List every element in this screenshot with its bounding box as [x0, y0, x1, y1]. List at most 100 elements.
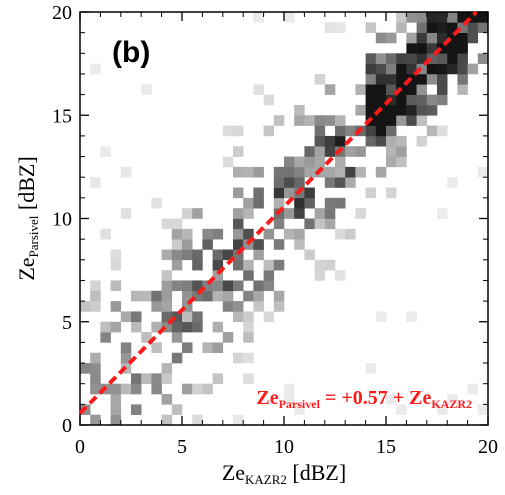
density-cell	[304, 218, 315, 230]
density-cell	[110, 404, 122, 415]
density-cell	[447, 394, 458, 405]
density-cell	[365, 125, 377, 137]
density-cell	[416, 42, 428, 54]
density-cell	[182, 228, 193, 240]
density-cell	[406, 32, 417, 44]
density-cell	[243, 311, 254, 323]
density-cell	[324, 218, 336, 230]
density-cell	[90, 363, 101, 374]
density-cell	[263, 228, 275, 240]
density-cell	[335, 166, 346, 178]
density-cell	[90, 414, 101, 426]
density-cell	[396, 73, 407, 85]
density-cell	[437, 53, 448, 64]
density-cell	[110, 394, 122, 405]
density-cell	[253, 187, 264, 199]
density-cell	[294, 239, 305, 250]
density-cell	[171, 259, 183, 271]
density-cell	[335, 177, 346, 188]
density-cell	[386, 135, 397, 147]
density-cell	[284, 394, 295, 405]
y-axis-label: ZeParsivel [dBZ]	[14, 156, 41, 280]
density-cell	[426, 32, 438, 44]
y-tick-label: 10	[52, 209, 72, 231]
density-cell	[253, 84, 264, 95]
density-cell	[477, 166, 489, 178]
density-cell	[171, 311, 183, 323]
density-cell	[467, 63, 479, 75]
density-cell	[284, 177, 295, 188]
density-cell	[375, 94, 387, 106]
density-cell	[233, 311, 244, 323]
density-cell	[304, 156, 315, 168]
density-cell	[253, 197, 264, 209]
density-cell	[222, 125, 234, 137]
density-cell	[365, 22, 377, 33]
density-cell	[222, 301, 234, 312]
density-cell	[273, 239, 285, 250]
density-cell	[80, 301, 91, 312]
density-cell	[233, 280, 244, 292]
density-cell	[284, 383, 295, 395]
density-cell	[314, 135, 326, 147]
density-cell	[294, 156, 305, 168]
density-cell	[253, 239, 264, 250]
density-cell	[90, 383, 101, 395]
density-cell	[120, 383, 132, 395]
x-tick-label: 10	[274, 436, 294, 458]
density-cell	[447, 53, 458, 64]
density-cell	[192, 383, 203, 395]
density-cell	[386, 63, 397, 75]
density-cell	[222, 290, 234, 302]
density-cell	[233, 414, 244, 426]
density-cell	[324, 146, 336, 157]
density-cell	[477, 53, 489, 64]
density-cell	[467, 32, 479, 44]
density-cell	[151, 383, 162, 395]
density-cell	[171, 321, 183, 333]
density-cell	[375, 135, 387, 147]
density-cell	[233, 146, 244, 157]
fit-equation: ZeParsivel = +0.57 + ZeKAZR2	[256, 387, 472, 411]
density-cell	[90, 373, 101, 385]
density-cell	[396, 94, 407, 106]
density-cell	[304, 115, 315, 126]
density-cell	[365, 84, 377, 95]
density-cell	[253, 249, 264, 261]
density-cell	[365, 73, 377, 85]
density-cell	[80, 363, 91, 374]
density-cell	[355, 104, 366, 116]
density-cell	[335, 135, 346, 147]
density-cell	[233, 208, 244, 219]
density-cell	[375, 53, 387, 64]
density-cell	[110, 301, 122, 312]
density-cell	[447, 63, 458, 75]
density-cell	[151, 342, 162, 354]
density-cell	[233, 301, 244, 312]
density-cell	[314, 218, 326, 230]
density-cell	[437, 73, 448, 85]
fit-rhs-sub: KAZR2	[431, 397, 472, 411]
density-cell	[110, 280, 122, 292]
density-cell	[192, 414, 203, 426]
density-cell	[151, 197, 162, 209]
density-cell	[365, 104, 377, 116]
density-cell	[406, 63, 417, 75]
density-cell	[406, 12, 417, 23]
density-cell	[365, 187, 377, 199]
density-cell	[406, 104, 417, 116]
density-cell	[416, 135, 428, 147]
density-cell	[161, 270, 173, 281]
density-cell	[171, 352, 183, 364]
density-cell	[141, 373, 152, 385]
density-cell	[90, 290, 101, 302]
density-cell	[437, 12, 448, 23]
density-cell	[314, 259, 326, 271]
density-cell	[437, 94, 448, 106]
density-cell	[212, 228, 224, 240]
density-cell	[100, 321, 111, 333]
density-cell	[324, 177, 336, 188]
density-cell	[141, 332, 152, 343]
density-cell	[90, 280, 101, 292]
density-cell	[141, 290, 152, 302]
